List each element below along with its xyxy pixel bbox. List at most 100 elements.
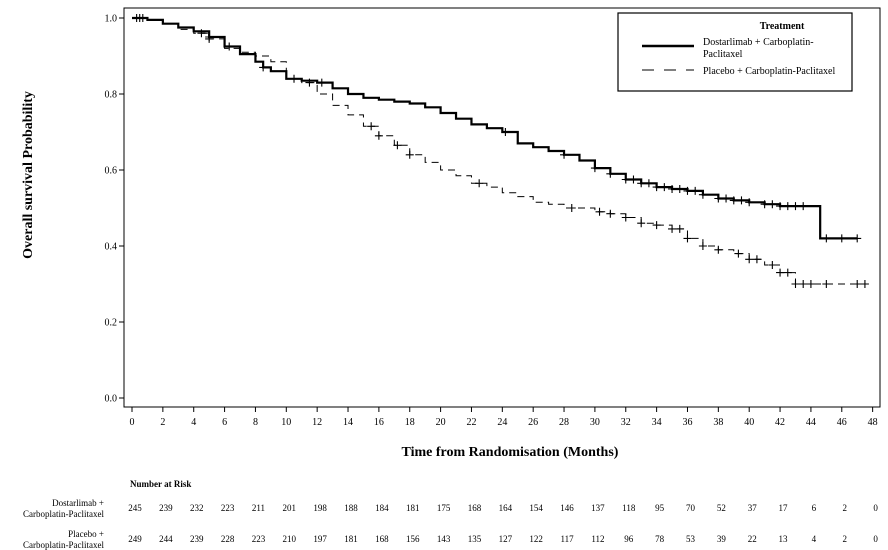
x-tick-label: 36 [682, 417, 692, 428]
y-tick-label: 1.0 [105, 14, 118, 25]
censor-mark [675, 224, 684, 233]
risk-count: 2 [843, 534, 848, 544]
risk-count: 239 [190, 534, 204, 544]
y-tick-label: 0.2 [105, 318, 118, 329]
risk-count: 135 [468, 534, 482, 544]
risk-count: 6 [812, 503, 817, 513]
x-tick-label: 46 [837, 417, 847, 428]
series-line-2 [132, 17, 865, 285]
risk-count: 245 [128, 503, 142, 513]
x-tick-label: 14 [343, 417, 353, 428]
legend-label: Placebo + Carboplatin-Paclitaxel [703, 66, 835, 77]
censor-mark [691, 186, 700, 195]
risk-count: 122 [529, 534, 543, 544]
risk-row-label: Carboplatin-Paclitaxel [23, 540, 104, 550]
risk-count: 156 [406, 534, 420, 544]
x-tick-label: 0 [130, 417, 135, 428]
censor-mark [683, 186, 692, 195]
x-tick-label: 6 [222, 417, 227, 428]
censor-mark [393, 141, 402, 150]
censor-mark [714, 245, 723, 254]
risk-count: 181 [406, 503, 420, 513]
censor-mark [799, 280, 808, 288]
x-tick-label: 12 [312, 417, 322, 428]
y-tick-label: 0.0 [105, 394, 118, 405]
risk-row-label: Carboplatin-Paclitaxel [23, 509, 104, 519]
x-tick-label: 8 [253, 417, 258, 428]
censor-mark [791, 280, 800, 288]
risk-count: 96 [624, 534, 634, 544]
risk-count: 164 [499, 503, 513, 513]
censor-mark [722, 194, 731, 203]
censor-mark [799, 202, 808, 211]
y-tick-label: 0.6 [105, 166, 118, 177]
censor-mark [776, 268, 785, 277]
risk-count: 168 [468, 503, 482, 513]
censor-mark [853, 234, 862, 243]
risk-row-label: Placebo + [68, 529, 104, 539]
censor-mark [621, 175, 630, 184]
risk-count: 223 [252, 534, 266, 544]
risk-count: 239 [159, 503, 173, 513]
risk-count: 184 [375, 503, 389, 513]
risk-count: 95 [655, 503, 665, 513]
censor-mark [791, 202, 800, 211]
censor-mark [822, 280, 831, 288]
censor-mark [644, 179, 653, 188]
censor-mark [405, 150, 414, 159]
risk-count: 4 [812, 534, 817, 544]
risk-count: 13 [779, 534, 789, 544]
censor-mark [660, 183, 669, 192]
censor-mark [806, 280, 815, 288]
censor-mark [698, 190, 707, 199]
risk-count: 53 [686, 534, 696, 544]
censor-mark [637, 219, 646, 228]
censor-mark [606, 209, 615, 218]
legend-label: Paclitaxel [703, 49, 743, 60]
censor-mark [729, 196, 738, 205]
x-tick-label: 30 [590, 417, 600, 428]
censor-mark [683, 234, 692, 243]
x-tick-label: 34 [652, 417, 662, 428]
censor-mark [560, 150, 569, 159]
risk-count: 201 [283, 503, 297, 513]
risk-count: 127 [499, 534, 513, 544]
censor-mark [734, 249, 743, 258]
risk-count: 175 [437, 503, 451, 513]
censor-mark [367, 122, 376, 131]
x-tick-label: 20 [436, 417, 446, 428]
censor-mark [501, 128, 510, 136]
censor-mark [629, 175, 638, 184]
y-tick-label: 0.8 [105, 90, 118, 101]
risk-count: 232 [190, 503, 204, 513]
legend: Treatment Dostarlimab + Carboplatin-Pacli… [617, 12, 853, 92]
x-axis-title: Time from Randomisation (Months) [402, 445, 619, 460]
risk-count: 146 [560, 503, 574, 513]
censor-mark [776, 202, 785, 211]
censor-mark [698, 242, 707, 250]
censor-mark [783, 268, 792, 277]
censor-mark [621, 213, 630, 222]
censor-mark [760, 200, 769, 209]
x-tick-label: 44 [806, 417, 816, 428]
x-tick-label: 26 [528, 417, 538, 428]
risk-count: 223 [221, 503, 235, 513]
risk-count: 210 [283, 534, 297, 544]
censor-mark [768, 200, 777, 209]
legend-title: Treatment [760, 21, 805, 32]
censor-mark [668, 185, 677, 193]
x-tick-label: 28 [559, 417, 569, 428]
risk-count: 211 [252, 503, 265, 513]
censor-mark [783, 202, 792, 211]
censor-mark [652, 183, 661, 192]
risk-count: 52 [717, 503, 726, 513]
censor-mark [675, 185, 684, 193]
censor-mark [590, 164, 599, 173]
censor-mark [752, 255, 761, 264]
risk-count: 17 [779, 503, 789, 513]
risk-count: 168 [375, 534, 389, 544]
risk-count: 137 [591, 503, 605, 513]
x-tick-label: 24 [497, 417, 507, 428]
series-layer [132, 14, 869, 288]
